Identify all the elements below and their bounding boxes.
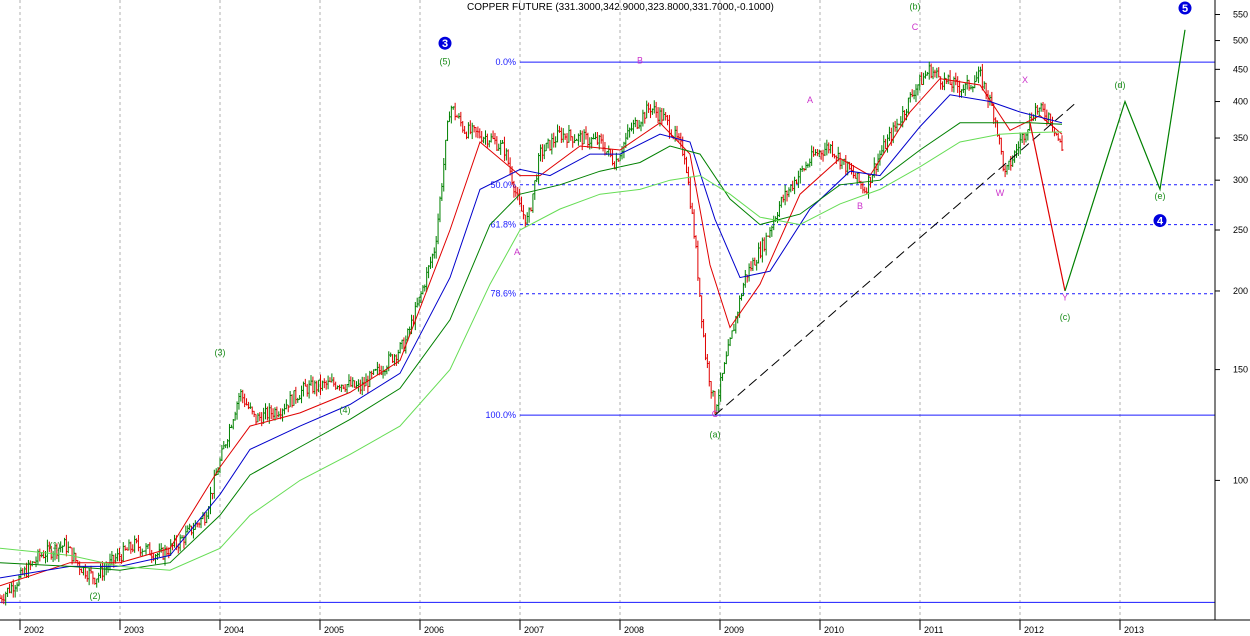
projection-path — [1029, 122, 1066, 292]
grid-lines — [19, 0, 1121, 620]
projection-path — [1064, 29, 1186, 292]
y-tick-label: 500 — [1233, 36, 1248, 46]
x-tick-label: 2007 — [524, 625, 544, 635]
moving-average-line — [0, 94, 1063, 579]
wave-marker-circle — [438, 36, 452, 50]
wave-label: (b) — [910, 2, 921, 12]
wave-label: (5) — [440, 57, 451, 67]
y-tick-label: 150 — [1233, 365, 1248, 375]
wave-label: C — [912, 22, 919, 32]
moving-average-line — [0, 131, 1063, 571]
wave-label: (2) — [90, 591, 101, 601]
chart-title: COPPER FUTURE (331.3000,342.9000,323.800… — [467, 2, 774, 13]
fib-level-label: 0.0% — [495, 57, 516, 67]
fib-level-label: 78.6% — [490, 289, 516, 299]
wave-label: (e) — [1155, 191, 1166, 201]
y-tick-label: 550 — [1233, 10, 1248, 20]
wave-label: B — [637, 55, 643, 65]
y-tick-label: 100 — [1233, 475, 1248, 485]
wave-label: (3) — [215, 347, 226, 357]
x-tick-label: 2003 — [124, 625, 144, 635]
y-tick-label: 350 — [1233, 133, 1248, 143]
y-tick-label: 450 — [1233, 64, 1248, 74]
wave-marker-circle — [1178, 1, 1192, 15]
wave-label: 4 — [1157, 216, 1164, 228]
wave-label: (4) — [340, 405, 351, 415]
y-tick-label: 250 — [1233, 225, 1248, 235]
wave-marker-circle — [1153, 214, 1167, 228]
wave-label: Y — [1062, 293, 1068, 303]
y-tick-label: 300 — [1233, 175, 1248, 185]
fib-level-label: 61.8% — [490, 220, 516, 230]
wave-label: A — [514, 247, 520, 257]
x-tick-label: 2011 — [924, 625, 943, 635]
fib-level-label: 50.0% — [490, 180, 516, 190]
y-axis: 100 150 200 250 300 350 400 450 500 550 — [1214, 0, 1248, 620]
moving-averages — [0, 78, 1063, 587]
wave-label: A — [807, 95, 813, 105]
wave-label: 5 — [1182, 3, 1188, 15]
x-tick-label: 2006 — [424, 625, 444, 635]
wave-label: (c) — [1060, 312, 1071, 322]
x-tick-label: 2005 — [324, 625, 344, 635]
moving-average-line — [0, 78, 1063, 587]
support-trendline — [714, 103, 1076, 416]
x-tick-label: 2009 — [724, 625, 744, 635]
x-tick-label: 2012 — [1024, 625, 1044, 635]
fib-level-label: 100.0% — [485, 410, 516, 420]
x-tick-label: 2008 — [624, 625, 644, 635]
x-tick-label: 2013 — [1124, 625, 1144, 635]
fibonacci-levels: 0.0% 50.0% 61.8% 78.6% 100.0% — [0, 57, 1215, 603]
wave-labels: (1) (2) (3) (4) (5) 3 A B C (a) A B C (b) W X Y (c) (d) (e)… — [50, 1, 1192, 601]
y-tick-label: 400 — [1233, 97, 1248, 107]
wave-label: X — [1022, 75, 1028, 85]
wave-label: B — [857, 201, 863, 211]
wave-label: 3 — [442, 38, 448, 50]
x-axis: 2002 2003 2004 2005 2006 2007 2008 2009 2010 2011… — [0, 619, 1250, 635]
wave-label: (d) — [1115, 80, 1126, 90]
x-tick-label: 2004 — [224, 625, 244, 635]
y-tick-label: 200 — [1233, 286, 1248, 296]
x-tick-label: 2002 — [24, 625, 44, 635]
projection-paths — [1029, 29, 1186, 292]
price-bars — [0, 61, 1064, 606]
wave-label: (1) — [50, 540, 61, 550]
x-tick-label: 2010 — [824, 625, 844, 635]
wave-label: (a) — [710, 429, 721, 439]
wave-label: W — [996, 188, 1005, 198]
trendline — [714, 103, 1076, 416]
moving-average-line — [0, 122, 1063, 571]
wave-label: C — [712, 409, 719, 419]
